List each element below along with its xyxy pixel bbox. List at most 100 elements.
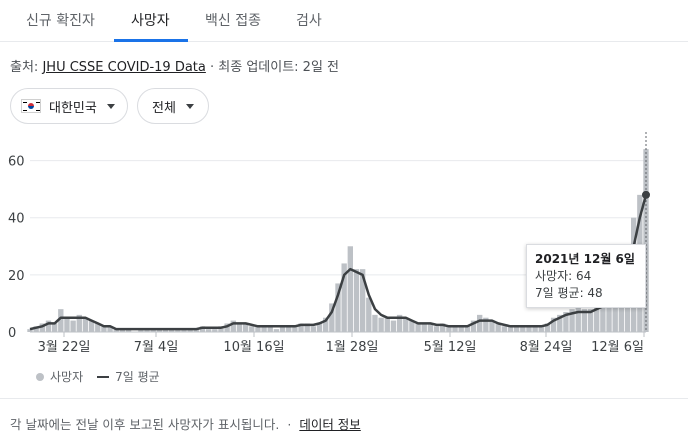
death-bar [304,323,310,332]
death-bar [341,263,347,332]
death-bar [236,323,243,332]
death-bar [144,329,150,332]
death-bar [205,329,212,332]
tab-bar: 신규 확진자 사망자 백신 접종 검사 [0,0,688,42]
death-bar [39,323,45,332]
death-bar [378,317,384,332]
death-bar [267,326,273,332]
death-bar [298,323,304,332]
death-bar [458,326,464,332]
death-bar [575,303,581,332]
source-prefix: 출처: [10,60,39,75]
chevron-down-icon [185,103,194,109]
death-bar [45,320,52,332]
death-bar [175,329,181,332]
death-bar [587,309,594,332]
death-bar [415,323,421,332]
death-bar [446,326,452,332]
chart-legend: 사망자 7일 평균 [36,368,160,385]
death-bar [119,329,126,332]
death-bar [513,326,520,332]
death-bar [501,326,507,332]
death-bar [95,323,101,332]
updated-text: · 최종 업데이트: 2일 전 [205,60,339,75]
source-line: 출처: JHU CSSE COVID-19 Data · 최종 업데이트: 2일… [10,56,339,75]
death-bar [390,320,397,332]
death-bar [526,326,532,332]
region-label: 대한민국 [49,100,97,116]
death-bar [255,326,261,332]
tooltip-deaths: 사망자: 64 [535,269,592,283]
death-bar [273,329,280,332]
x-axis-ticks: 3월 22일 7월 4일 10월 16일 1월 28일 5월 12일 8월 24일 12월 … [38,332,645,355]
death-bar [477,314,483,332]
death-bar [292,326,298,332]
death-bar [403,317,409,332]
hover-point [642,190,650,199]
death-bar [279,326,286,332]
death-bar [212,329,218,332]
death-bar [224,323,230,332]
death-bar [335,283,341,332]
death-bar [101,326,107,332]
death-bar [125,329,132,332]
y-tick-label: 20 [8,269,25,284]
death-bar [464,326,471,332]
death-bar [113,329,119,332]
death-bar [384,317,390,332]
death-bar [489,320,495,332]
death-bar [187,329,193,332]
death-bar [138,329,144,332]
x-tick-label: 10월 16일 [223,340,284,355]
region-dropdown[interactable]: 대한민국 [10,88,128,124]
x-tick-label: 3월 22일 [38,340,91,355]
korea-flag-icon [21,99,41,113]
death-bar [193,329,199,332]
death-bar [88,320,95,332]
death-bar [600,303,606,332]
death-bar [550,317,557,332]
death-bar [396,314,403,332]
divider [0,398,688,399]
x-tick-label: 7월 4일 [134,340,179,355]
death-bar [107,326,113,332]
death-bar [230,320,236,332]
death-bar [532,326,538,332]
footer-separator: · [287,417,292,432]
tab-vaccination[interactable]: 백신 접종 [205,13,261,29]
death-bar [563,312,569,332]
death-bar [323,317,329,332]
tab-new-cases[interactable]: 신규 확진자 [26,13,95,29]
death-bar [495,323,501,332]
x-tick-label: 1월 28일 [326,340,379,355]
death-bar [569,309,575,332]
tab-tests[interactable]: 검사 [296,13,322,29]
death-bar [249,326,255,332]
death-bar [310,326,317,332]
footer-note: 각 날짜에는 전날 이후 보고된 사망자가 표시됩니다. · 데이터 정보 [10,414,361,433]
death-bar [433,326,440,332]
y-tick-label: 40 [8,212,25,227]
death-bar [58,309,64,332]
death-bar [520,326,526,332]
death-bar [316,323,323,332]
chevron-down-icon [106,103,115,109]
tab-deaths[interactable]: 사망자 [131,13,170,29]
death-bar [150,329,156,332]
tooltip-average: 7일 평균: 48 [535,286,603,300]
legend-average-label: 7일 평균 [115,370,160,384]
scope-dropdown[interactable]: 전체 [137,88,209,124]
active-tab-indicator [114,39,188,42]
death-bar [440,323,446,332]
source-link[interactable]: JHU CSSE COVID-19 Data [42,60,206,75]
death-bar [27,329,33,332]
death-bar [329,303,335,332]
death-bar [242,323,249,332]
death-bar [156,329,163,332]
death-bar [286,326,292,332]
data-info-link[interactable]: 데이터 정보 [299,417,361,432]
death-bar [470,320,477,332]
death-bar [261,326,267,332]
death-bar [594,306,600,332]
death-bar [544,323,551,332]
